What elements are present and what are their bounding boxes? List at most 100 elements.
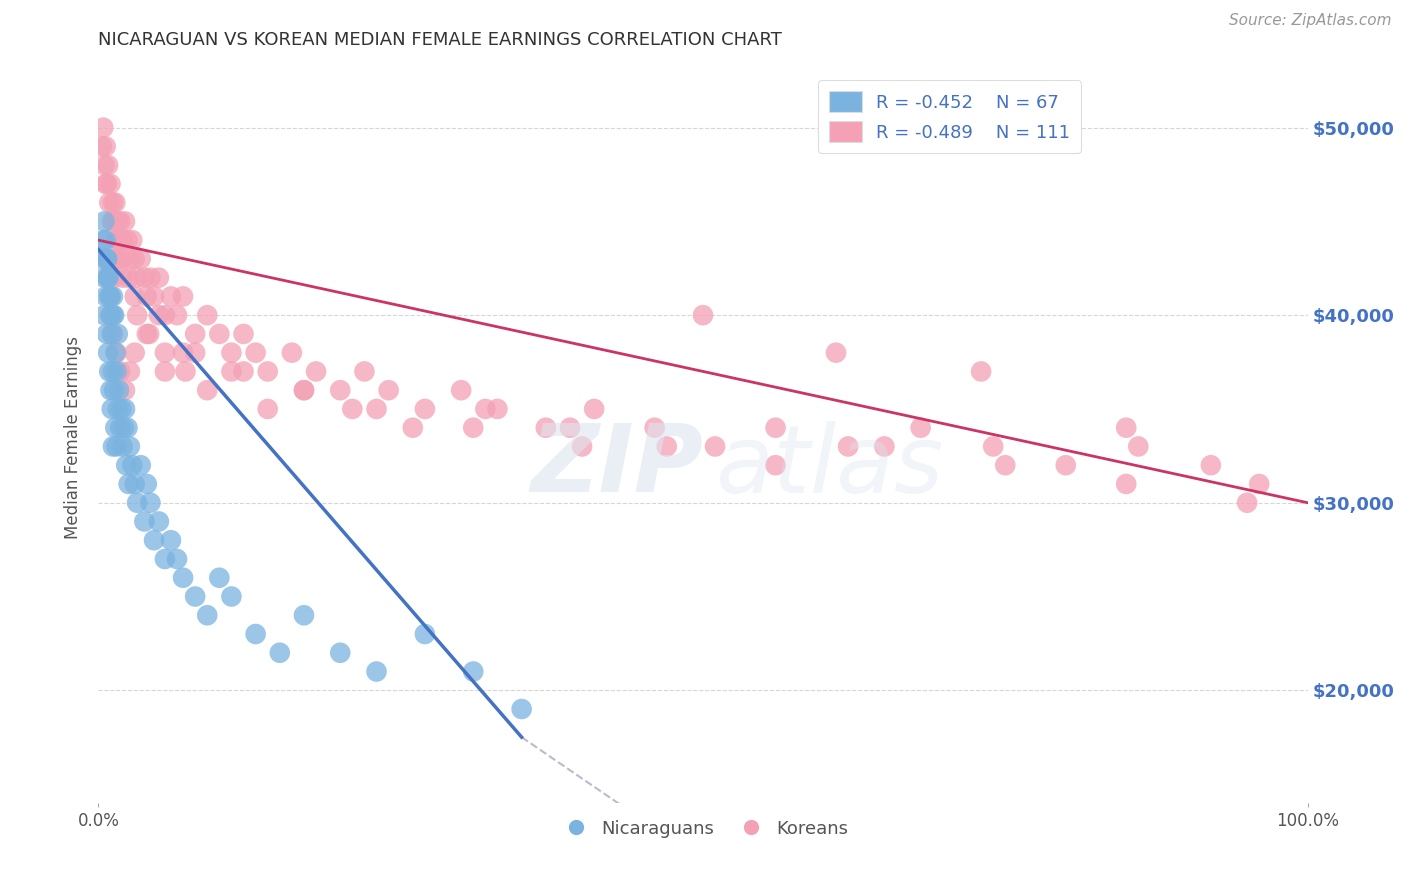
Point	[97, 270, 120, 285]
Point	[910, 420, 932, 434]
Point	[232, 326, 254, 341]
Point	[100, 177, 122, 191]
Point	[112, 420, 135, 434]
Point	[174, 364, 197, 378]
Point	[172, 345, 194, 359]
Point	[221, 590, 243, 604]
Point	[100, 326, 122, 341]
Point	[329, 383, 352, 397]
Point	[486, 401, 509, 416]
Point	[93, 270, 115, 285]
Point	[110, 252, 132, 266]
Point	[107, 252, 129, 266]
Point	[110, 401, 132, 416]
Point	[245, 345, 267, 359]
Point	[644, 420, 666, 434]
Point	[91, 120, 114, 135]
Point	[98, 195, 121, 210]
Point	[93, 308, 115, 322]
Text: Source: ZipAtlas.com: Source: ZipAtlas.com	[1229, 13, 1392, 29]
Point	[91, 233, 114, 247]
Point	[232, 364, 254, 378]
Point	[160, 289, 183, 303]
Point	[118, 440, 141, 454]
Point	[994, 458, 1017, 473]
Point	[353, 364, 375, 378]
Point	[221, 345, 243, 359]
Point	[269, 646, 291, 660]
Point	[108, 364, 131, 378]
Point	[148, 308, 170, 322]
Point	[463, 665, 485, 679]
Point	[1249, 477, 1271, 491]
Point	[208, 571, 231, 585]
Point	[127, 496, 149, 510]
Point	[837, 440, 859, 454]
Point	[96, 326, 118, 341]
Point	[184, 326, 207, 341]
Point	[970, 364, 993, 378]
Point	[692, 308, 714, 322]
Point	[96, 252, 118, 266]
Point	[97, 158, 120, 172]
Y-axis label: Median Female Earnings: Median Female Earnings	[65, 335, 83, 539]
Point	[103, 308, 125, 322]
Point	[100, 308, 122, 322]
Point	[138, 326, 160, 341]
Point	[96, 252, 118, 266]
Point	[184, 345, 207, 359]
Point	[134, 515, 156, 529]
Point	[825, 345, 848, 359]
Point	[103, 214, 125, 228]
Point	[101, 308, 124, 322]
Point	[118, 364, 141, 378]
Point	[115, 458, 138, 473]
Point	[148, 270, 170, 285]
Point	[100, 289, 122, 303]
Point	[221, 364, 243, 378]
Point	[94, 177, 117, 191]
Point	[366, 401, 388, 416]
Point	[413, 627, 436, 641]
Point	[305, 364, 328, 378]
Point	[111, 233, 134, 247]
Point	[981, 440, 1004, 454]
Point	[1236, 496, 1258, 510]
Point	[117, 233, 139, 247]
Point	[765, 420, 787, 434]
Point	[100, 214, 122, 228]
Point	[100, 308, 122, 322]
Point	[97, 252, 120, 266]
Point	[129, 458, 152, 473]
Point	[103, 383, 125, 397]
Text: ZIP: ZIP	[530, 420, 703, 512]
Point	[101, 364, 124, 378]
Point	[127, 308, 149, 322]
Point	[97, 270, 120, 285]
Point	[111, 440, 134, 454]
Point	[1199, 458, 1222, 473]
Point	[256, 364, 278, 378]
Point	[124, 477, 146, 491]
Point	[195, 608, 218, 623]
Point	[114, 383, 136, 397]
Point	[94, 139, 117, 153]
Point	[329, 646, 352, 660]
Point	[100, 383, 122, 397]
Point	[91, 139, 114, 153]
Point	[166, 308, 188, 322]
Point	[342, 401, 364, 416]
Point	[765, 458, 787, 473]
Point	[292, 383, 315, 397]
Point	[135, 289, 157, 303]
Point	[107, 326, 129, 341]
Point	[94, 233, 117, 247]
Point	[100, 289, 122, 303]
Point	[292, 383, 315, 397]
Point	[139, 270, 162, 285]
Point	[366, 665, 388, 679]
Point	[118, 252, 141, 266]
Point	[655, 440, 678, 454]
Point	[104, 252, 127, 266]
Point	[292, 608, 315, 623]
